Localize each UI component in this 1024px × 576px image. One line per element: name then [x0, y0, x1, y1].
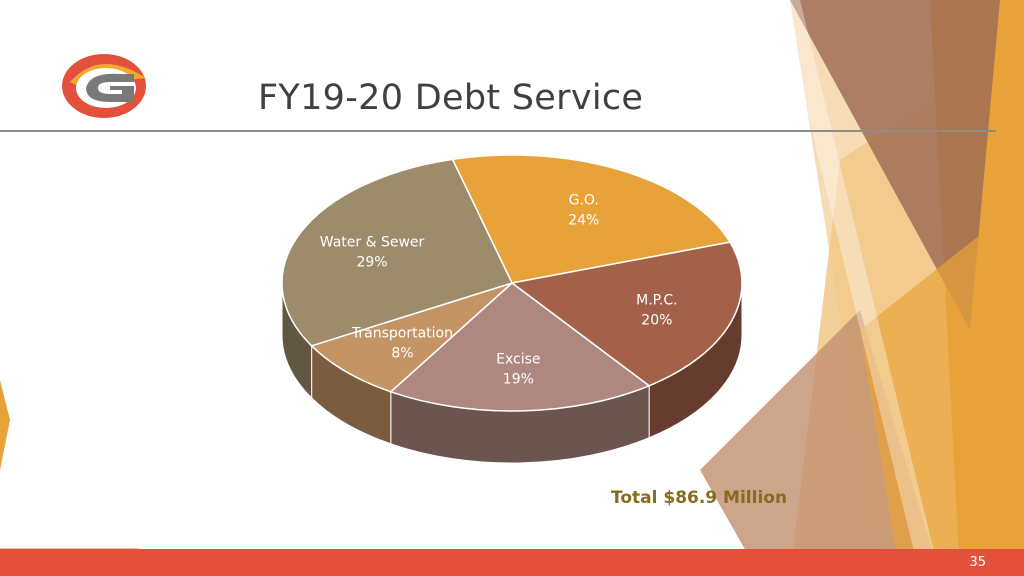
- slice-label-0: G.O. 24%: [568, 193, 599, 229]
- slice-label-4: Water & Sewer 29%: [320, 234, 425, 270]
- pie-slice-1: [510, 241, 743, 387]
- slice-label-1: M.P.C. 20%: [636, 292, 677, 328]
- footer-bar: [0, 549, 1024, 576]
- page-title: FY19-20 Debt Service: [258, 78, 644, 118]
- slice-label-2: Excise 19%: [496, 351, 540, 387]
- pie-slice-3: [310, 282, 513, 393]
- slice-label-3: Transportation 8%: [351, 325, 453, 361]
- page-number: 35: [969, 555, 986, 570]
- pie-slice-0: [451, 154, 732, 284]
- total-label: Total $86.9 Million: [611, 488, 788, 508]
- g-logo-icon: [62, 54, 146, 118]
- pie-slice-4: [281, 158, 514, 347]
- pie-slice-2: [389, 282, 651, 412]
- title-divider: [0, 130, 996, 132]
